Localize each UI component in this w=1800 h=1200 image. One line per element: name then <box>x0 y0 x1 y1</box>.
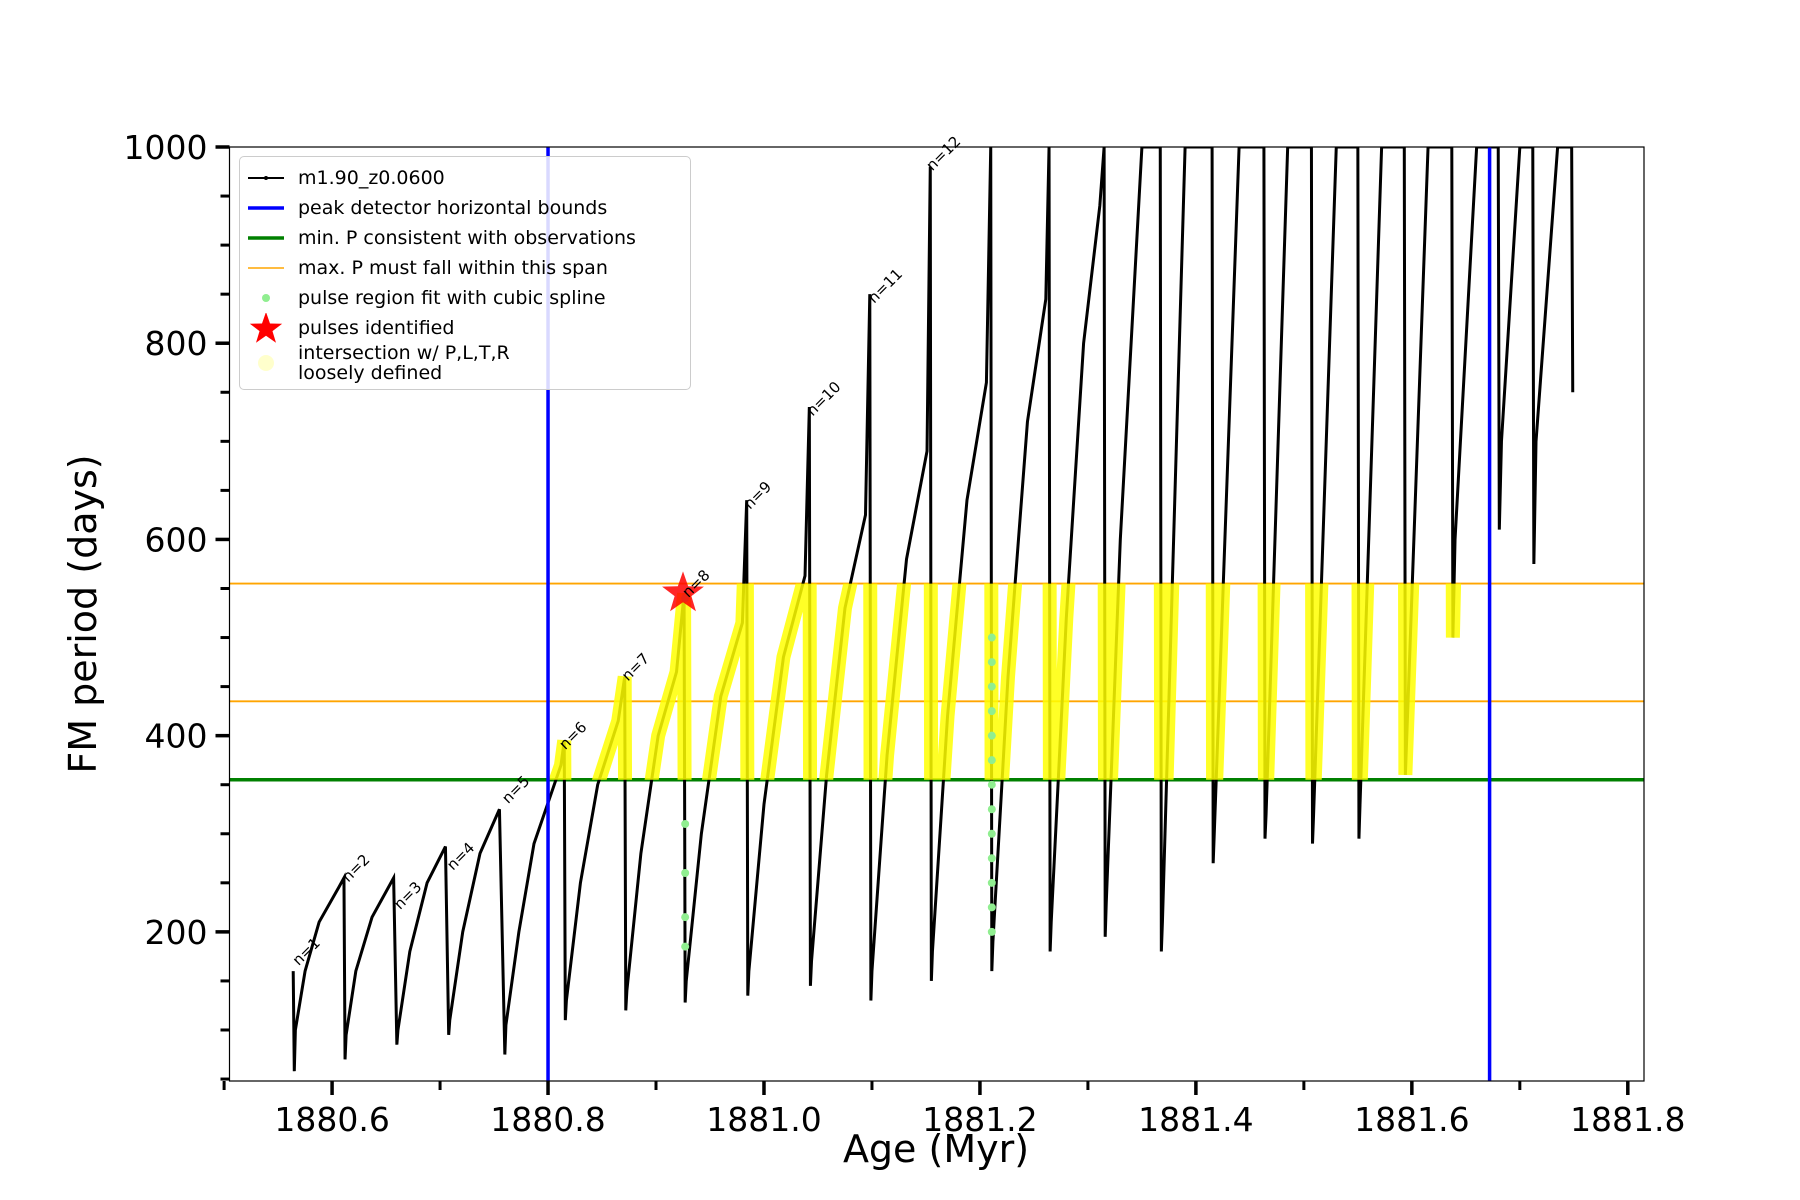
legend-symbol <box>249 313 283 343</box>
pulse-star <box>662 571 704 612</box>
spline-point <box>987 829 996 838</box>
x-tick-label: 1881.4 <box>1138 1100 1253 1139</box>
spline-point <box>987 854 996 863</box>
legend-entry: intersection w/ P,L,T,R loosely defined <box>240 343 690 383</box>
legend-label: pulses identified <box>298 317 455 339</box>
legend-entry: pulse region fit with cubic spline <box>240 283 690 313</box>
legend-marker <box>262 294 270 302</box>
annotation: n=5 <box>498 772 533 807</box>
annotation: n=11 <box>864 265 906 307</box>
y-tick-label: 1000 <box>124 128 208 167</box>
track-line <box>291 147 1575 1072</box>
legend-marker <box>248 206 284 210</box>
x-tick-label: 1880.8 <box>490 1100 605 1139</box>
annotation: n=4 <box>443 839 478 874</box>
legend-label: m1.90_z0.0600 <box>298 167 445 189</box>
x-axis-label: Age (Myr) <box>843 1127 1029 1171</box>
legend-marker <box>248 176 284 180</box>
legend-entry: min. P consistent with observations <box>240 223 690 253</box>
spline-point <box>987 633 996 642</box>
spline-point <box>987 927 996 936</box>
legend-label: min. P consistent with observations <box>298 227 636 249</box>
x-tick-label: 1881.8 <box>1570 1100 1685 1139</box>
plot-frame <box>228 146 1645 1082</box>
annotation: n=1 <box>289 934 324 969</box>
spline-point <box>987 658 996 667</box>
legend-marker <box>248 236 284 240</box>
y-tick-label: 800 <box>145 324 208 363</box>
spline-point <box>987 878 996 887</box>
spline-point <box>987 707 996 716</box>
legend-symbol <box>262 294 270 302</box>
legend-entry: max. P must fall within this span <box>240 253 690 283</box>
spline-point <box>681 819 690 828</box>
legend-label: pulse region fit with cubic spline <box>298 287 606 309</box>
spline-point <box>681 913 690 922</box>
legend-label: max. P must fall within this span <box>298 257 608 279</box>
spline-point <box>987 903 996 912</box>
annotation: n=10 <box>803 378 845 420</box>
y-tick-label: 400 <box>145 717 208 756</box>
x-tick-label: 1881.0 <box>706 1100 821 1139</box>
y-axis-label: FM period (days) <box>61 454 105 773</box>
spline-point <box>681 869 690 878</box>
spline-point <box>987 780 996 789</box>
y-tick-label: 200 <box>145 913 208 952</box>
legend-marker <box>258 355 274 371</box>
legend-symbol <box>264 176 268 180</box>
annotation: n=12 <box>923 133 965 175</box>
spline-point <box>681 942 690 951</box>
legend-entry: peak detector horizontal bounds <box>240 193 690 223</box>
y-tick-label: 600 <box>145 520 208 559</box>
x-tick-label: 1881.6 <box>1354 1100 1469 1139</box>
legend-label: peak detector horizontal bounds <box>298 197 608 219</box>
legend-label: intersection w/ P,L,T,R loosely defined <box>298 342 510 384</box>
x-tick-label: 1880.6 <box>274 1100 389 1139</box>
legend-marker <box>249 313 283 343</box>
legend-symbol <box>258 355 274 371</box>
legend-entry: m1.90_z0.0600 <box>240 163 690 193</box>
spline-point <box>987 682 996 691</box>
spline-point <box>987 731 996 740</box>
legend-marker <box>248 267 284 269</box>
x-tick-label: 1881.2 <box>922 1100 1037 1139</box>
spline-point <box>987 756 996 765</box>
spline-point <box>987 805 996 814</box>
legend-entry: pulses identified <box>240 313 690 343</box>
